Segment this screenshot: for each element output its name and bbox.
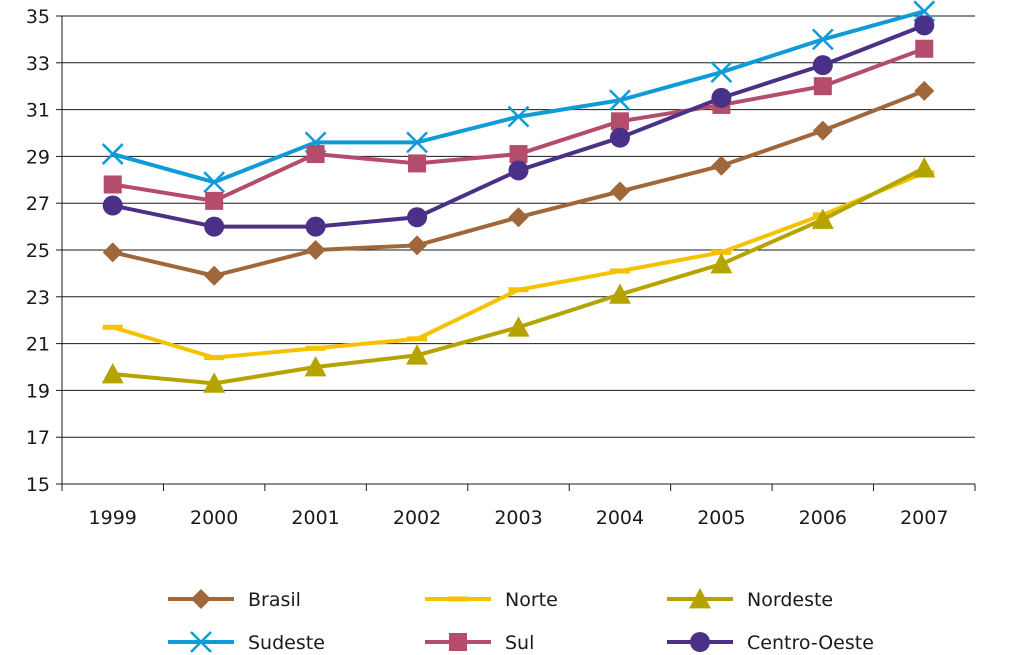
- series-line: [112, 23, 926, 229]
- x-tick-label: 1999: [89, 507, 137, 529]
- x-tick-label: 2004: [596, 507, 644, 529]
- data-point: [711, 155, 732, 176]
- series-brasil: [102, 80, 935, 286]
- series-nordeste: [101, 157, 936, 393]
- y-tick-label: 27: [26, 193, 50, 215]
- legend-item: Centro-Oeste: [667, 632, 874, 654]
- data-point: [507, 105, 530, 128]
- data-point: [913, 157, 936, 178]
- data-point: [710, 253, 733, 274]
- legend-label: Sudeste: [248, 632, 325, 654]
- x-tick-label: 2005: [697, 507, 745, 529]
- legend-label: Centro-Oeste: [747, 632, 874, 654]
- legend-marker: [690, 632, 710, 652]
- y-tick-label: 19: [26, 380, 50, 402]
- legend-label: Norte: [505, 589, 558, 611]
- data-point: [103, 175, 122, 194]
- y-tick-label: 33: [26, 53, 50, 75]
- data-point: [305, 240, 326, 260]
- y-tick-label: 31: [26, 100, 50, 122]
- data-point: [101, 363, 124, 384]
- data-point: [914, 15, 935, 36]
- data-point: [408, 154, 427, 173]
- data-point: [406, 344, 429, 365]
- data-point: [508, 160, 529, 181]
- legend-item: Sul: [425, 632, 534, 654]
- x-tick-label: 2000: [190, 507, 238, 529]
- y-tick-label: 23: [26, 287, 50, 309]
- series-sudeste: [101, 0, 936, 194]
- data-point: [812, 120, 833, 141]
- data-point: [609, 181, 630, 202]
- data-point: [609, 127, 630, 148]
- data-point: [507, 316, 530, 337]
- data-point: [406, 131, 428, 154]
- y-tick-label: 17: [26, 427, 50, 449]
- data-point: [509, 145, 528, 164]
- legend-marker: [689, 588, 711, 609]
- y-tick-label: 25: [26, 240, 50, 262]
- x-tick-label: 2001: [291, 507, 339, 529]
- grid-lines: [62, 15, 975, 485]
- y-tick-label: 35: [26, 6, 50, 28]
- data-point: [204, 265, 225, 286]
- data-point: [407, 207, 428, 228]
- y-tick-label: 29: [26, 146, 50, 168]
- data-point: [914, 80, 935, 101]
- data-point: [811, 28, 834, 51]
- x-tick-label: 2002: [393, 507, 441, 529]
- legend: Brasil Norte Nordeste Sudeste Sul Centro-Oest…: [168, 588, 874, 654]
- series-centro-oeste: [102, 15, 935, 237]
- data-point: [813, 77, 832, 96]
- data-point: [205, 191, 224, 210]
- legend-marker: [190, 631, 212, 653]
- data-point: [203, 171, 226, 194]
- legend-item: Sudeste: [168, 631, 325, 654]
- legend-marker: [449, 633, 467, 651]
- data-point: [407, 235, 428, 256]
- data-point: [102, 195, 123, 216]
- data-point: [711, 87, 732, 108]
- y-tick-label: 21: [26, 334, 50, 356]
- y-tick-label: 15: [26, 474, 50, 496]
- series-group: [101, 0, 936, 393]
- data-point: [204, 216, 225, 237]
- legend-item: Brasil: [168, 589, 301, 611]
- legend-item: Nordeste: [667, 588, 833, 611]
- series-sul: [103, 39, 934, 210]
- data-point: [102, 242, 123, 263]
- data-point: [101, 143, 124, 165]
- data-point: [609, 89, 631, 112]
- x-tick-label: 2006: [799, 507, 847, 529]
- legend-marker: [191, 589, 211, 609]
- data-point: [306, 145, 325, 164]
- data-point: [608, 283, 631, 304]
- data-point: [304, 356, 327, 377]
- legend-item: Norte: [425, 589, 558, 611]
- data-point: [508, 207, 529, 228]
- data-point: [305, 216, 326, 237]
- data-point: [915, 39, 934, 58]
- data-point: [610, 112, 629, 131]
- x-tick-label: 2007: [900, 507, 948, 529]
- data-point: [811, 208, 834, 229]
- legend-label: Sul: [505, 632, 534, 654]
- data-point: [203, 372, 226, 393]
- data-point: [710, 61, 733, 84]
- legend-label: Nordeste: [747, 589, 833, 611]
- legend-label: Brasil: [248, 589, 301, 611]
- x-tick-label: 2003: [494, 507, 542, 529]
- series-line: [112, 166, 926, 386]
- data-point: [812, 55, 833, 76]
- axes: 15 17 19 21 23 25 27 29 31 33 35 1999 2000 2001 2002 20…: [26, 6, 976, 529]
